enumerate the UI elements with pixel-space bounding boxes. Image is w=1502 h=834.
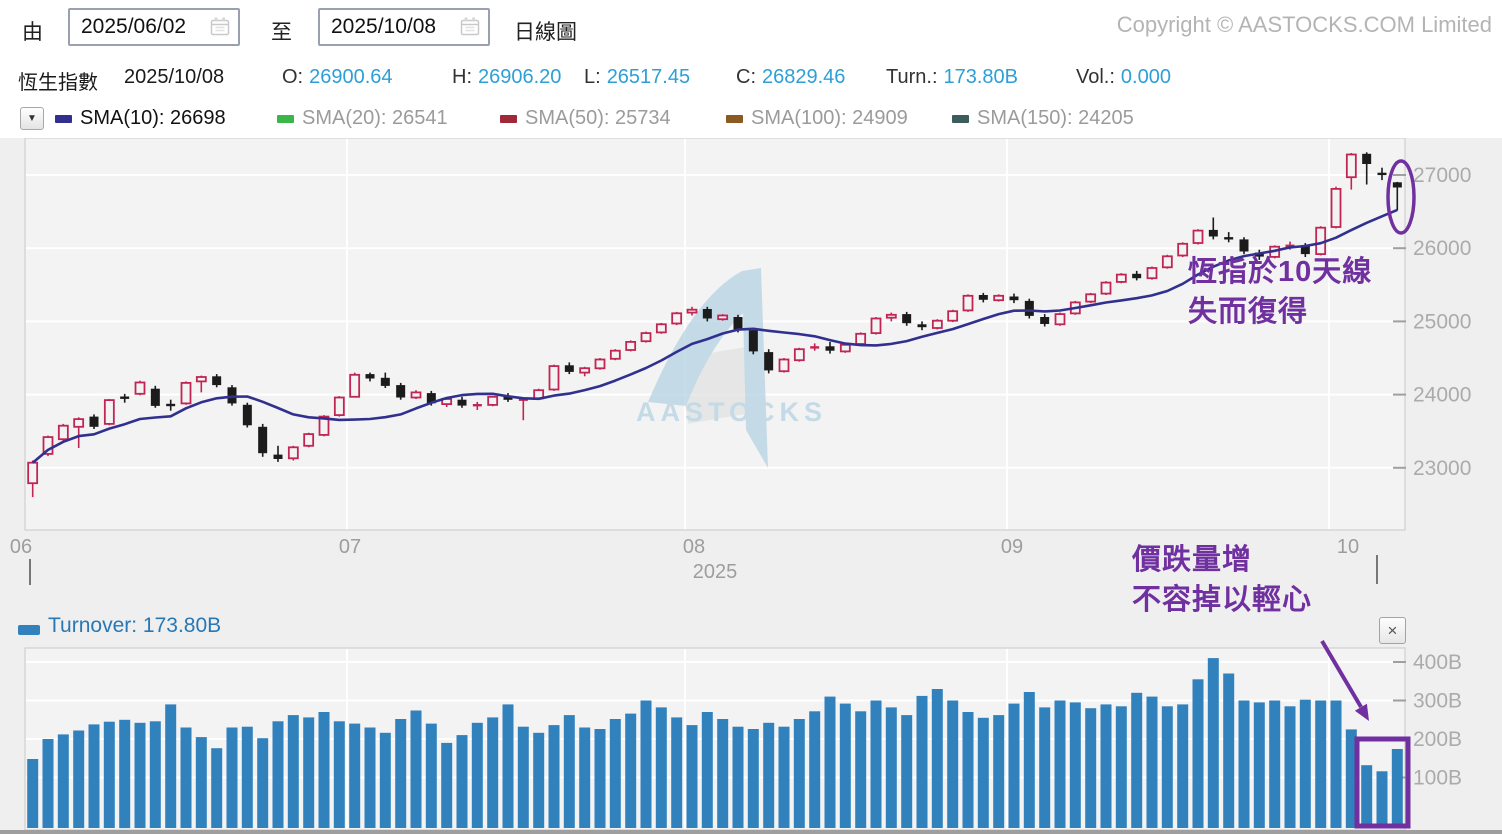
svg-text:09: 09 <box>1001 536 1023 558</box>
date-to-value: 2025/10/08 <box>331 15 437 38</box>
annotation-volume-warning: 價跌量增 不容掉以輕心 <box>1132 540 1312 620</box>
from-label: 由 <box>22 21 43 44</box>
sma150-swatch <box>952 114 969 123</box>
low-field: L: 26517.45 <box>584 66 691 88</box>
period-label: 日線圖 <box>514 21 577 44</box>
annotation-line: 失而復得 <box>1188 296 1309 328</box>
open-field: O: 26900.64 <box>282 66 393 88</box>
sma10-swatch <box>55 114 72 123</box>
close-field: C: 26829.46 <box>736 66 846 88</box>
svg-text:AASTOCKS: AASTOCKS <box>636 397 827 427</box>
date-to-input[interactable]: 2025/10/08 <box>318 8 490 46</box>
close-button[interactable]: × <box>1379 617 1406 644</box>
sma50-swatch <box>500 114 517 123</box>
sma100-legend-item[interactable]: SMA(100): 24909 <box>726 107 908 130</box>
svg-text:10: 10 <box>1337 536 1359 558</box>
chevron-down-icon: ▼ <box>27 113 37 124</box>
svg-text:400B: 400B <box>1413 651 1462 674</box>
annotation-line: 恆指於10天線 <box>1188 256 1373 288</box>
sma20-swatch <box>277 114 294 123</box>
svg-text:06: 06 <box>10 536 32 558</box>
svg-text:2025: 2025 <box>693 561 738 583</box>
sma100-swatch <box>726 114 743 123</box>
svg-text:08: 08 <box>683 536 705 558</box>
sma-legend-row: ▼ SMA(10): 26698 SMA(20): 26541 SMA(50):… <box>0 104 1502 134</box>
annotation-ma10-recovered: 恆指於10天線 失而復得 <box>1188 252 1372 332</box>
quote-row: 恆生指數 2025/10/08 O: 26900.64 H: 26906.20 L:… <box>0 66 1502 94</box>
sma50-legend-item[interactable]: SMA(50): 25734 <box>500 107 671 130</box>
annotation-line: 價跌量增 <box>1132 544 1253 576</box>
copyright-text: Copyright © AASTOCKS.COM Limited <box>1116 12 1492 37</box>
toolbar: 由 2025/06/02 至 2025/10/08 <box>0 0 1502 58</box>
quote-date: 2025/10/08 <box>124 66 225 88</box>
svg-text:300B: 300B <box>1413 690 1462 713</box>
svg-text:24000: 24000 <box>1413 384 1471 407</box>
calendar-icon[interactable] <box>459 16 481 38</box>
calendar-icon[interactable] <box>209 16 231 38</box>
svg-text:26000: 26000 <box>1413 237 1471 260</box>
sma10-legend-item[interactable]: SMA(10): 26698 <box>55 107 226 130</box>
svg-text:07: 07 <box>339 536 361 558</box>
bottom-scrollbar[interactable] <box>0 830 1502 834</box>
date-from-value: 2025/06/02 <box>81 15 187 38</box>
sma50-label: SMA(50): 25734 <box>525 107 671 129</box>
indicator-dropdown-button[interactable]: ▼ <box>20 107 44 130</box>
close-icon: × <box>1387 621 1398 640</box>
sma150-label: SMA(150): 24205 <box>977 107 1134 129</box>
svg-text:200B: 200B <box>1413 728 1462 751</box>
sma20-legend-item[interactable]: SMA(20): 26541 <box>277 107 448 130</box>
annotation-line: 不容掉以輕心 <box>1132 584 1313 616</box>
svg-text:23000: 23000 <box>1413 457 1471 480</box>
to-label: 至 <box>271 21 292 44</box>
svg-text:100B: 100B <box>1413 767 1462 790</box>
date-from-input[interactable]: 2025/06/02 <box>68 8 240 46</box>
sma10-label: SMA(10): 26698 <box>80 107 226 129</box>
sma150-legend-item[interactable]: SMA(150): 24205 <box>952 107 1134 130</box>
turnover-swatch <box>18 625 40 635</box>
svg-text:25000: 25000 <box>1413 310 1471 333</box>
volume-field: Vol.: 0.000 <box>1076 66 1171 88</box>
chart-canvas[interactable]: 2700026000250002400023000400B300B200B100… <box>0 138 1502 834</box>
turnover-field: Turn.: 173.80B <box>886 66 1019 88</box>
index-name: 恆生指數 <box>18 72 98 94</box>
sma100-label: SMA(100): 24909 <box>751 107 908 129</box>
svg-text:27000: 27000 <box>1413 164 1471 187</box>
sma20-label: SMA(20): 26541 <box>302 107 448 129</box>
high-field: H: 26906.20 <box>452 66 562 88</box>
turnover-legend-row: Turnover: 173.80B × <box>0 610 1502 648</box>
turnover-label: Turnover: 173.80B <box>48 614 222 637</box>
